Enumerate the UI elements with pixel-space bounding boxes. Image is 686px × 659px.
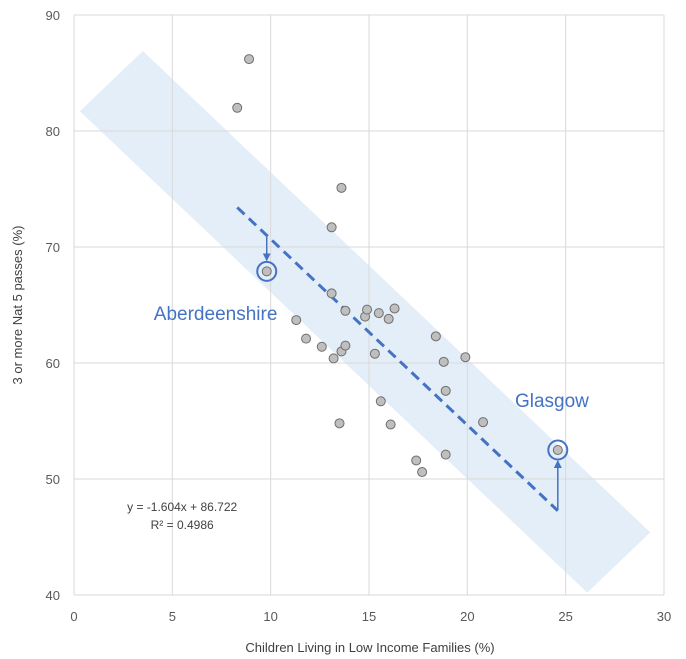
trendline — [236, 206, 559, 512]
data-point — [244, 54, 255, 65]
data-point — [440, 449, 451, 460]
highlight-label: Aberdeenshire — [154, 304, 278, 325]
data-point — [232, 102, 243, 113]
x-tick-label: 0 — [70, 609, 77, 624]
highlight-ring — [256, 260, 278, 282]
y-tick-label: 50 — [46, 472, 60, 487]
data-point — [336, 182, 347, 193]
y-tick-label: 80 — [46, 124, 60, 139]
x-tick-label: 30 — [657, 609, 671, 624]
data-point — [552, 445, 563, 455]
data-point — [417, 467, 428, 478]
data-point — [291, 315, 302, 326]
data-point — [438, 356, 449, 367]
data-point — [362, 304, 373, 315]
confidence-band-layer — [79, 50, 651, 593]
x-tick-label: 25 — [558, 609, 572, 624]
y-tick-label: 70 — [46, 240, 60, 255]
data-point — [375, 396, 386, 407]
data-point — [340, 340, 351, 351]
tick-labels: 0 5 10 15 20 25 30 40 50 60 70 80 90 — [46, 8, 672, 624]
x-axis-title: Children Living in Low Income Families (… — [245, 640, 494, 655]
data-point — [340, 305, 351, 316]
highlight-ring — [547, 439, 569, 461]
confidence-band — [79, 50, 651, 593]
data-point — [460, 352, 471, 363]
highlight-layer: Aberdeenshire Glasgow — [154, 235, 589, 511]
data-point — [369, 348, 380, 359]
data-point — [328, 353, 339, 364]
data-point — [301, 333, 312, 344]
data-point — [334, 418, 345, 429]
x-tick-label: 20 — [460, 609, 474, 624]
data-point — [261, 266, 272, 277]
data-point — [326, 222, 337, 233]
trendline-equation: y = -1.604x + 86.722 — [127, 500, 237, 514]
trendline-layer — [236, 206, 559, 512]
x-tick-label: 15 — [362, 609, 376, 624]
data-point — [478, 417, 489, 428]
data-point — [373, 308, 384, 319]
data-point — [385, 419, 396, 430]
data-point — [326, 288, 337, 299]
data-point — [389, 303, 400, 314]
y-tick-label: 90 — [46, 8, 60, 23]
data-point — [316, 341, 327, 352]
data-point — [440, 385, 451, 396]
y-axis-title: 3 or more Nat 5 passes (%) — [10, 226, 25, 385]
gridlines — [73, 14, 665, 596]
data-points — [232, 54, 563, 478]
x-tick-label: 10 — [263, 609, 277, 624]
y-tick-label: 40 — [46, 588, 60, 603]
data-point — [383, 313, 394, 324]
y-tick-label: 60 — [46, 356, 60, 371]
highlight-label: Glasgow — [515, 391, 589, 412]
x-tick-label: 5 — [169, 609, 176, 624]
data-point — [411, 455, 422, 466]
data-point — [430, 331, 441, 342]
r-squared-label: R² = 0.4986 — [151, 518, 214, 532]
